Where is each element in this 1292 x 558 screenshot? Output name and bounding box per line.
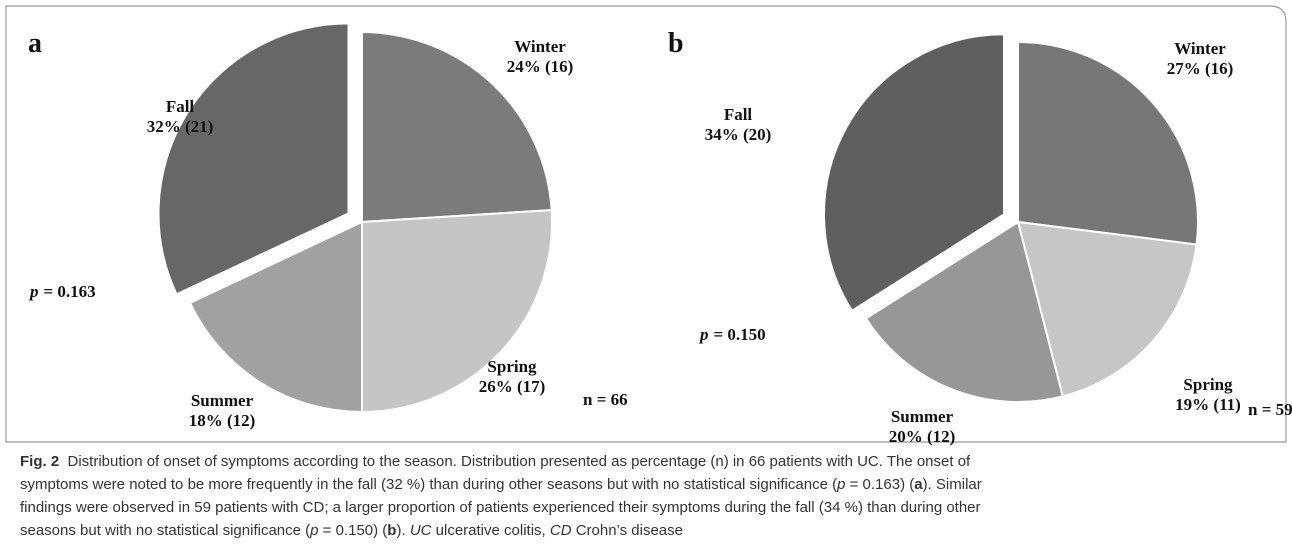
pie-slice xyxy=(361,30,553,224)
caption-run: ulcerative colitis, xyxy=(431,522,550,539)
slice-category: Spring xyxy=(1183,375,1233,394)
caption-run: findings were observed in 59 patients wi… xyxy=(20,499,981,516)
slice-value-label: 26% (17) xyxy=(479,377,546,396)
caption-run: symptoms were noted to be more frequentl… xyxy=(20,476,838,493)
slice-category: Spring xyxy=(487,357,537,376)
panel-label: b xyxy=(668,28,684,59)
pie-slice xyxy=(188,220,363,414)
caption-run: p xyxy=(837,476,846,493)
p-symbol: p xyxy=(698,325,709,344)
caption-run: Crohn’s disease xyxy=(571,522,683,539)
caption-run: seasons but with no statistical signific… xyxy=(20,522,311,539)
pie-slice xyxy=(361,209,553,414)
caption-run: ). Similar xyxy=(922,476,982,493)
caption-run: = 0.150) ( xyxy=(318,522,388,539)
slice-value-label: 27% (16) xyxy=(1167,59,1234,78)
slice-value-label: 24% (16) xyxy=(507,57,574,76)
caption-run: p xyxy=(310,522,319,539)
slice-category: Winter xyxy=(514,37,566,56)
pie-slice xyxy=(823,33,1005,313)
p-text: = 0.163 xyxy=(44,282,96,301)
caption-run: Distribution of onset of symptoms accord… xyxy=(59,453,971,470)
pie-slice xyxy=(157,22,350,296)
slice-value-label: 32% (21) xyxy=(147,117,214,136)
caption-run: ). xyxy=(396,522,410,539)
pie-slice xyxy=(864,220,1064,403)
caption-run: = 0.163) ( xyxy=(845,476,915,493)
pie-slice xyxy=(1016,220,1198,398)
slice-value-label: 34% (20) xyxy=(705,125,772,144)
slice-category: Winter xyxy=(1174,39,1226,58)
caption-run: b xyxy=(387,522,397,539)
caption-line: findings were observed in 59 patients wi… xyxy=(20,496,982,519)
slice-category: Fall xyxy=(166,97,195,116)
panel-label: a xyxy=(28,28,42,59)
p-value: p = 0.163 xyxy=(28,282,96,301)
figure-border xyxy=(5,5,1287,443)
p-value: p = 0.150 xyxy=(698,325,766,344)
caption-run: Fig. 2 xyxy=(20,453,60,470)
slice-value-label: 18% (12) xyxy=(189,411,256,430)
n-label: n = 66 xyxy=(583,390,628,409)
n-label: n = 59 xyxy=(1248,400,1292,419)
slice-value-label: 19% (11) xyxy=(1175,395,1241,414)
caption-run: UC xyxy=(409,522,432,539)
caption-line: Fig. 2 Distribution of onset of symptoms… xyxy=(20,450,982,473)
slice-value-label: 20% (12) xyxy=(889,427,956,446)
p-text: = 0.150 xyxy=(714,325,766,344)
slice-category: Fall xyxy=(724,105,753,124)
p-symbol: p xyxy=(28,282,39,301)
caption-run: CD xyxy=(549,522,572,539)
caption-line: seasons but with no statistical signific… xyxy=(20,519,982,542)
caption-line: symptoms were noted to be more frequentl… xyxy=(20,473,982,496)
caption: Fig. 2 Distribution of onset of symptoms… xyxy=(20,450,982,542)
slice-category: Summer xyxy=(891,407,954,426)
slice-category: Summer xyxy=(191,391,254,410)
pie-slice xyxy=(1017,40,1199,246)
caption-run: a xyxy=(914,476,923,493)
